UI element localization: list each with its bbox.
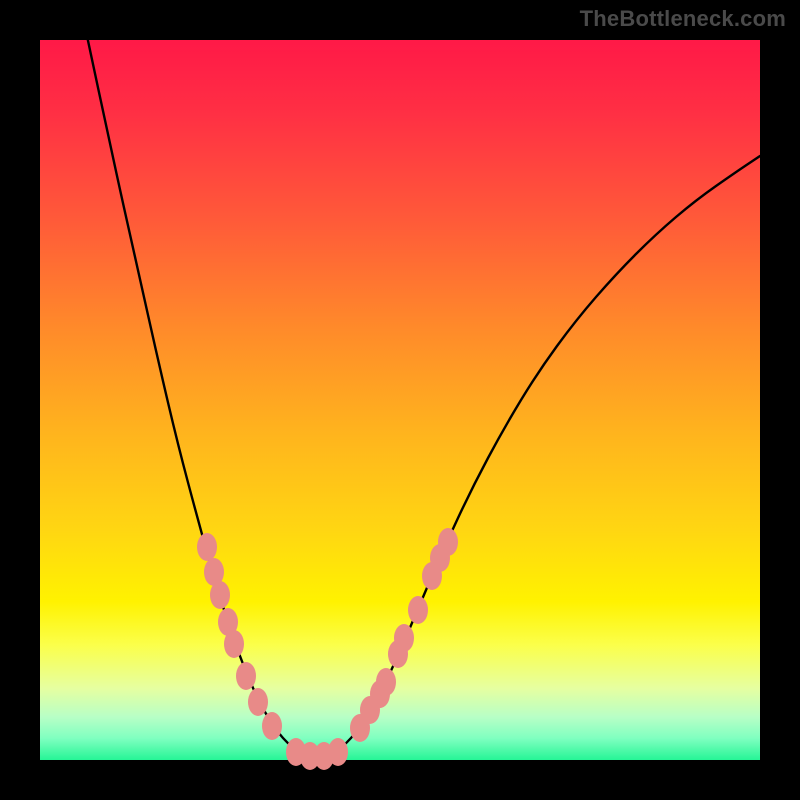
data-marker <box>328 738 348 766</box>
bottleneck-chart: TheBottleneck.com <box>0 0 800 800</box>
data-marker <box>197 533 217 561</box>
data-marker <box>376 668 396 696</box>
data-marker <box>236 662 256 690</box>
data-marker <box>262 712 282 740</box>
watermark-text: TheBottleneck.com <box>580 6 786 32</box>
data-marker <box>224 630 244 658</box>
chart-svg <box>0 0 800 800</box>
data-marker <box>438 528 458 556</box>
data-marker <box>394 624 414 652</box>
data-marker <box>248 688 268 716</box>
data-marker <box>408 596 428 624</box>
data-marker <box>210 581 230 609</box>
